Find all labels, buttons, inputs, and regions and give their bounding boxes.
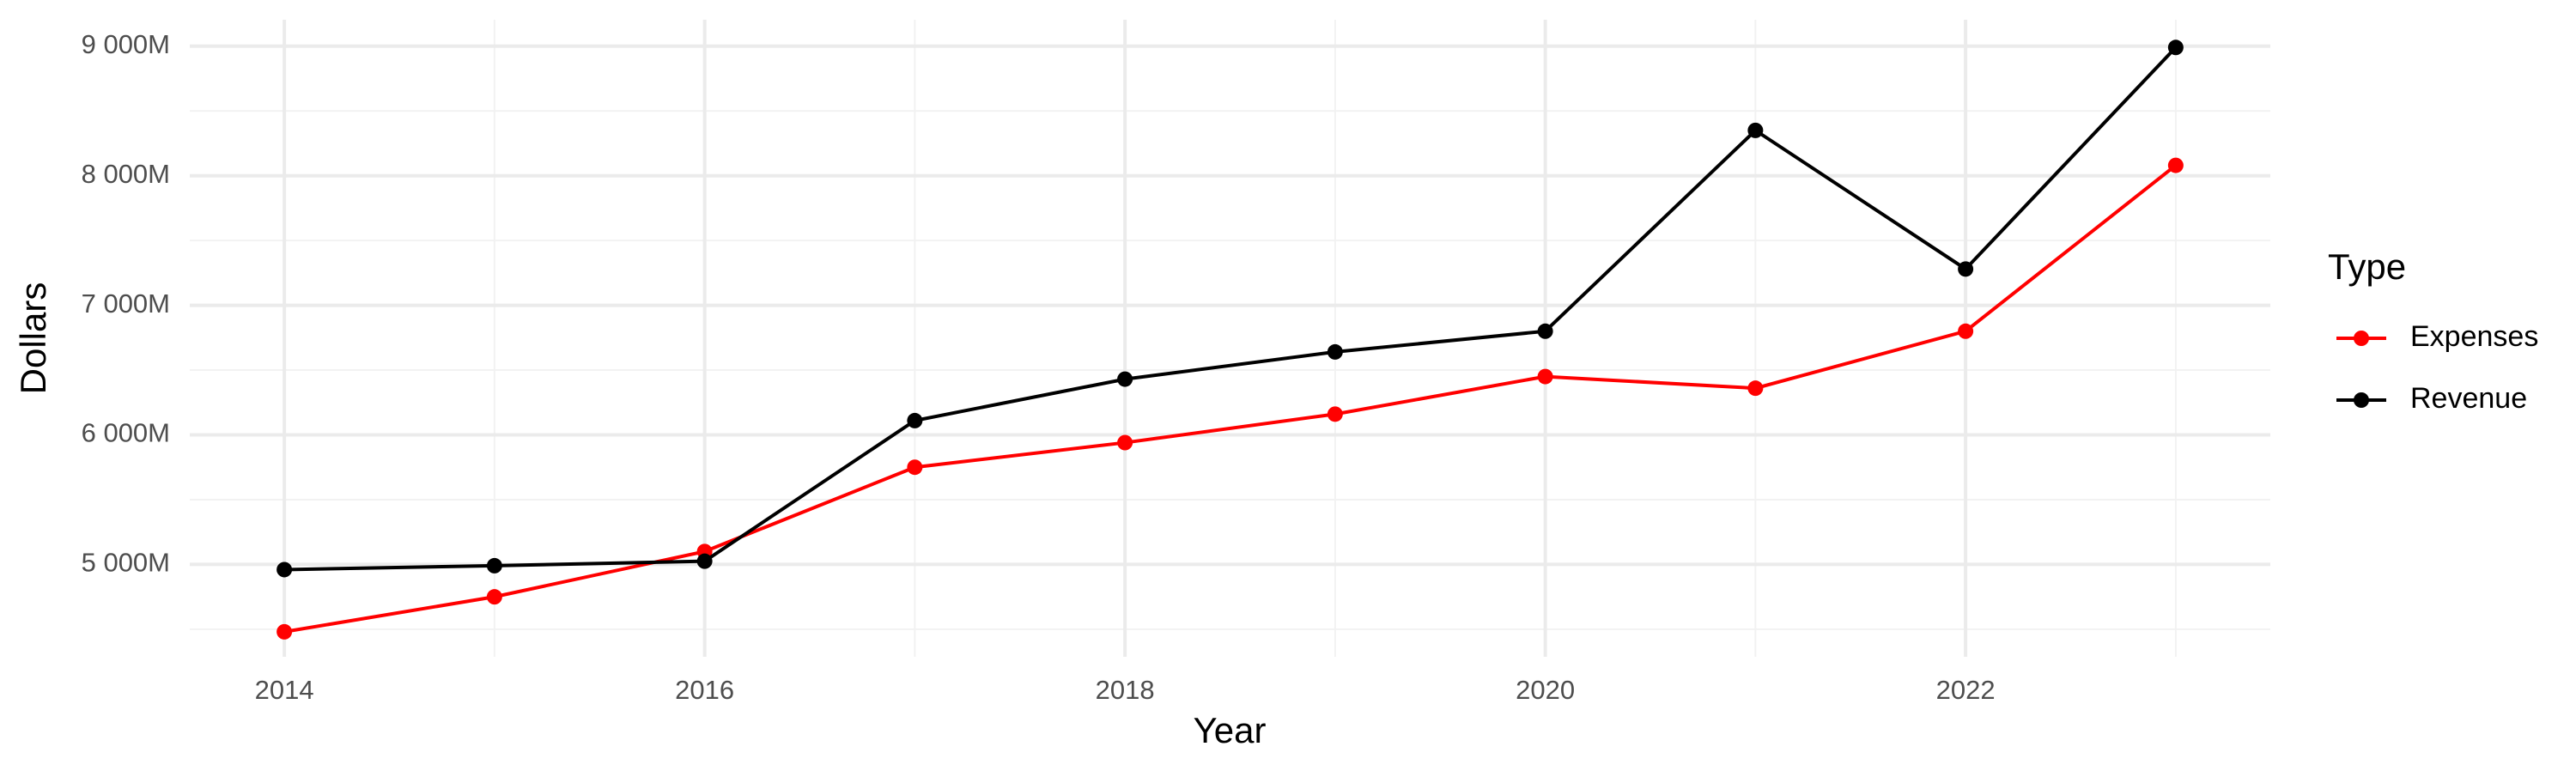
legend-key-point [2354,392,2369,408]
legend-title: Type [2328,246,2406,287]
x-axis-title: Year [1194,710,1267,750]
data-point [907,459,923,476]
x-tick-label: 2020 [1516,675,1575,705]
data-point [1117,434,1133,451]
data-point [1747,380,1764,397]
legend-label: Revenue [2410,382,2527,415]
series-line [284,46,2178,572]
data-point [1117,371,1133,387]
data-point [1537,368,1553,385]
data-point [1958,323,1974,339]
x-tick-label: 2016 [675,675,734,705]
data-point [1327,343,1343,360]
y-axis-title: Dollars [13,282,53,395]
data-point [2167,39,2184,56]
y-tick-label: 5 000M [82,548,170,578]
y-tick-label: 8 000M [82,159,170,189]
y-tick-label: 7 000M [82,288,170,319]
data-point [276,562,293,578]
data-point [1537,323,1553,339]
data-point [907,412,923,428]
data-point [1327,406,1343,422]
data-point [1747,122,1764,138]
x-tick-label: 2014 [255,675,314,705]
data-point [2167,157,2184,173]
legend-key-point [2354,331,2369,346]
x-tick-label: 2022 [1936,675,1996,705]
series-line [283,164,2178,634]
data-point [486,557,502,574]
data-point [1958,261,1974,277]
data-point [486,589,502,605]
x-tick-label: 2018 [1096,675,1155,705]
data-point [276,623,293,640]
data-point [696,553,713,569]
y-tick-label: 9 000M [82,29,170,59]
legend-label: Expenses [2410,320,2538,353]
y-tick-label: 6 000M [82,418,170,448]
